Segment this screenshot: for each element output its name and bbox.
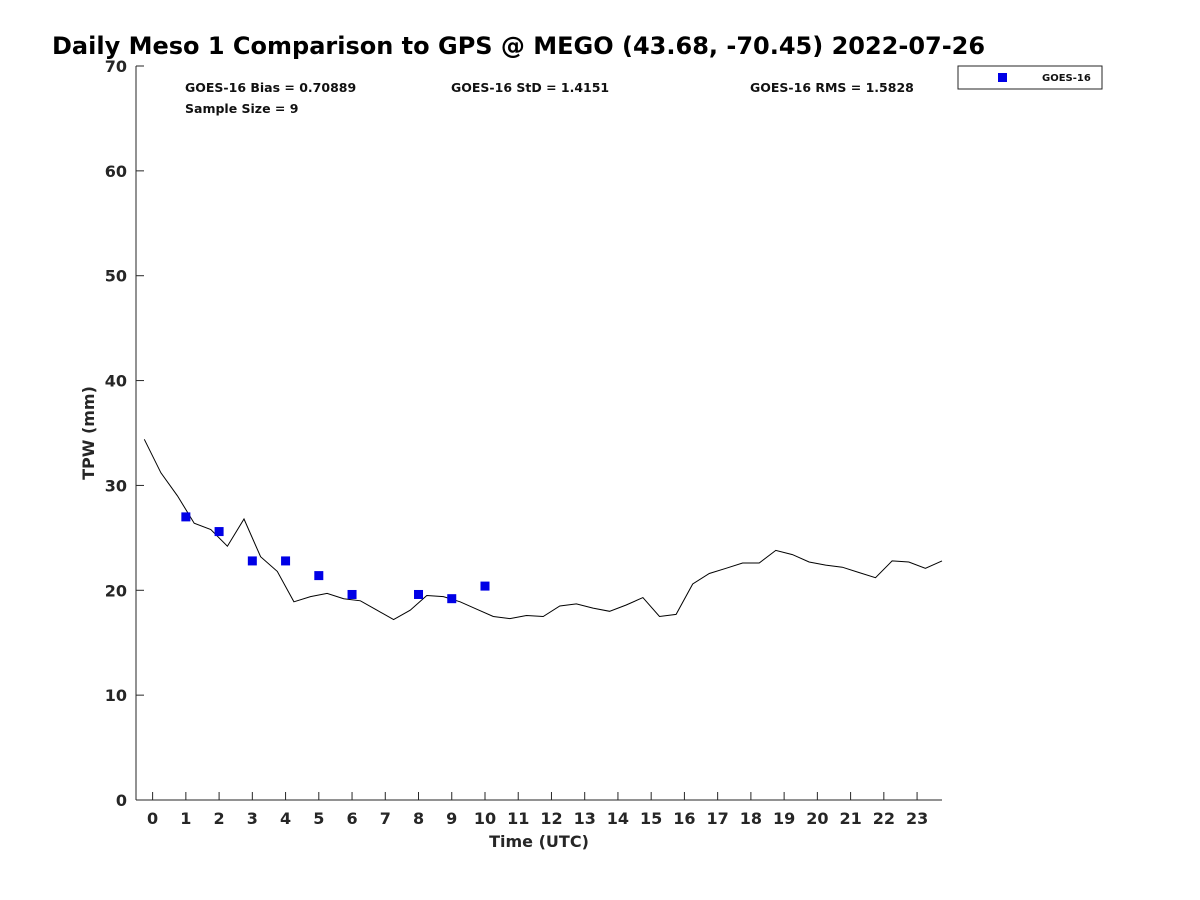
y-tick-label: 70 (105, 57, 127, 76)
y-tick-label: 60 (105, 162, 127, 181)
series-line (143, 439, 943, 621)
data-point (181, 512, 191, 522)
stat-std: GOES-16 StD = 1.4151 (451, 80, 609, 95)
x-tick-label: 23 (906, 809, 928, 828)
x-tick-label: 6 (346, 809, 357, 828)
data-point (480, 581, 490, 591)
y-tick-label: 50 (105, 267, 127, 286)
x-tick-label: 10 (474, 809, 496, 828)
x-tick-label: 7 (380, 809, 391, 828)
data-point (347, 589, 357, 599)
y-tick-label: 20 (105, 581, 127, 600)
stat-bias: GOES-16 Bias = 0.70889 (185, 80, 356, 95)
data-point (281, 556, 291, 566)
x-tick-label: 5 (313, 809, 324, 828)
legend-marker-square (998, 73, 1007, 82)
chart-title: Daily Meso 1 Comparison to GPS @ MEGO (4… (52, 32, 985, 60)
x-tick-label: 21 (839, 809, 861, 828)
gps-line-series (143, 439, 943, 621)
x-axis-label: Time (UTC) (489, 832, 589, 851)
y-tick-label: 0 (116, 791, 127, 810)
x-tick-label: 19 (773, 809, 795, 828)
y-ticks: 0 10 20 30 40 50 60 70 (105, 57, 144, 810)
x-tick-label: 1 (180, 809, 191, 828)
x-tick-label: 3 (247, 809, 258, 828)
y-tick-label: 40 (105, 372, 127, 391)
x-tick-label: 22 (873, 809, 895, 828)
data-point (314, 571, 324, 581)
x-tick-label: 18 (740, 809, 762, 828)
x-tick-label: 8 (413, 809, 424, 828)
x-tick-label: 16 (673, 809, 695, 828)
data-point (214, 527, 224, 537)
x-tick-label: 0 (147, 809, 158, 828)
data-point (247, 556, 257, 566)
y-tick-label: 10 (105, 686, 127, 705)
legend-box (957, 65, 1103, 90)
x-tick-label: 14 (607, 809, 629, 828)
x-tick-label: 15 (640, 809, 662, 828)
stat-rms: GOES-16 RMS = 1.5828 (750, 80, 914, 95)
x-tick-label: 2 (214, 809, 225, 828)
goes16-scatter-series (181, 512, 490, 604)
x-tick-label: 13 (574, 809, 596, 828)
data-point (447, 594, 457, 604)
x-tick-label: 11 (507, 809, 529, 828)
legend: GOES-16 (957, 65, 1103, 90)
x-ticks: 0 1 2 3 4 5 6 7 8 9 10 11 12 13 14 15 16 17 18 19 20 21 22 23 (147, 792, 928, 828)
x-tick-label: 17 (707, 809, 729, 828)
y-tick-label: 30 (105, 476, 127, 495)
legend-label: GOES-16 (1042, 73, 1091, 84)
data-point (414, 589, 424, 599)
y-axis-label: TPW (mm) (79, 386, 98, 480)
stat-sample-size: Sample Size = 9 (185, 101, 298, 116)
x-tick-label: 4 (280, 809, 291, 828)
x-tick-label: 20 (806, 809, 828, 828)
x-tick-label: 12 (540, 809, 562, 828)
x-tick-label: 9 (446, 809, 457, 828)
